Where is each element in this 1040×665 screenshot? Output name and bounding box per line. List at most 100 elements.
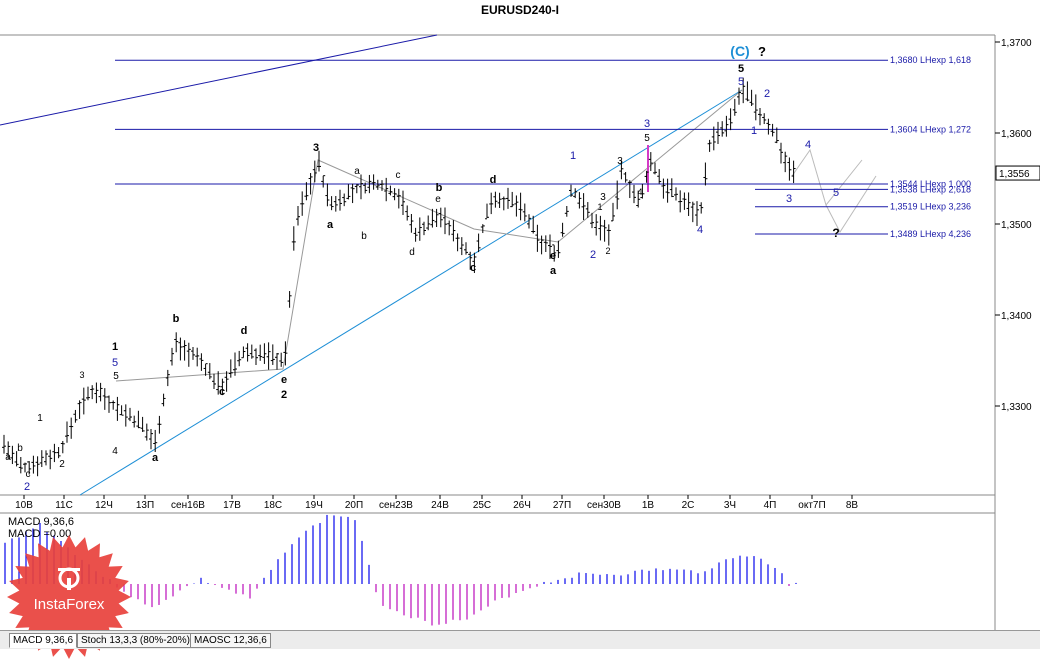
price-bar — [611, 202, 615, 222]
price-bar — [682, 192, 687, 210]
price-bar — [31, 455, 36, 474]
wave-label: c — [26, 469, 31, 480]
price-bar — [107, 395, 111, 413]
price-bar — [254, 348, 258, 365]
price-bar — [737, 87, 741, 105]
x-tick-label: 4П — [764, 500, 777, 511]
wave-label: c — [470, 262, 476, 274]
price-bar — [585, 202, 590, 218]
price-bar — [275, 352, 279, 370]
tab-stoch[interactable]: Stoch 13,3,3 (80%-20%) — [77, 633, 194, 648]
x-tick-label: 11С — [55, 500, 73, 511]
x-tick-label: 26Ч — [513, 500, 531, 511]
price-bar — [434, 208, 439, 228]
price-bar — [136, 410, 141, 429]
x-tick-label: 27П — [553, 500, 571, 511]
tab-maosc[interactable]: MAOSC 12,36,6 — [190, 633, 271, 648]
price-bar — [371, 174, 376, 190]
price-bar — [606, 224, 611, 246]
price-bar — [317, 150, 321, 172]
price-bar — [480, 224, 485, 234]
price-bar — [779, 142, 783, 164]
indicator-tabs: MACD 9,36,6 Stoch 13,3,3 (80%-20%) MAOSC… — [0, 630, 1040, 649]
price-bar — [707, 139, 712, 152]
price-bar — [380, 180, 384, 191]
price-bar — [732, 98, 737, 116]
price-bar — [661, 178, 666, 199]
wave-label: (C) — [730, 43, 749, 59]
x-tick-label: 2С — [682, 500, 695, 511]
price-bar — [510, 191, 515, 208]
wave-label: a — [550, 265, 557, 277]
wave-label: 5 — [738, 76, 744, 88]
wave-label: 5 — [738, 63, 744, 75]
price-bar — [501, 196, 506, 211]
price-bar — [207, 363, 212, 380]
wave-label: 2 — [590, 249, 596, 261]
wave-label: c — [396, 170, 401, 181]
price-bar — [392, 188, 397, 201]
price-bar — [312, 160, 317, 183]
tab-macd[interactable]: MACD 9,36,6 — [9, 633, 78, 648]
price-bar — [409, 214, 414, 233]
level-label: 1,3538 LHexp 2,618 — [890, 184, 971, 194]
price-bar — [632, 184, 636, 204]
wave-label: 3 — [600, 192, 606, 203]
price-bar — [216, 371, 221, 395]
price-bar — [308, 173, 313, 195]
wave-label: d — [490, 174, 497, 186]
price-bar — [161, 393, 166, 407]
price-bar — [182, 340, 187, 361]
wave-label: e — [281, 374, 287, 386]
price-bar — [438, 207, 443, 228]
price-bar — [657, 169, 662, 184]
price-bar — [766, 118, 771, 135]
price-bar — [81, 387, 86, 415]
wave-label: 1 — [570, 150, 576, 162]
price-bar — [405, 205, 410, 221]
wave-label: d — [409, 247, 415, 258]
price-bar — [636, 190, 641, 208]
price-bar — [417, 217, 422, 241]
price-bar — [270, 344, 275, 365]
y-tick-label: 1,3500 — [1001, 220, 1032, 231]
wave-path — [115, 89, 743, 382]
price-bar — [191, 346, 195, 360]
level-label: 1,3519 LHexp 3,236 — [890, 202, 971, 212]
x-tick-label: окт7П — [798, 500, 825, 511]
wave-label: a — [152, 452, 159, 464]
price-bar — [447, 220, 452, 236]
price-bar — [640, 183, 645, 199]
price-bar — [430, 208, 435, 228]
wave-label: b — [173, 313, 180, 325]
wave-label: 2 — [281, 389, 287, 401]
price-bar — [720, 121, 725, 137]
trend-lines — [0, 34, 877, 496]
price-bar — [426, 215, 431, 231]
wave-label: 4 — [697, 224, 703, 236]
wave-label: 3 — [786, 193, 792, 205]
price-bar — [623, 171, 628, 183]
wave-label: 5 — [833, 187, 839, 199]
wave-label: 1 — [37, 413, 43, 424]
price-bar — [531, 215, 536, 234]
price-bar — [363, 182, 368, 194]
price-bar — [111, 400, 116, 410]
price-bar — [602, 219, 607, 242]
macd-value: MACD =0.00 — [8, 528, 71, 540]
price-bar — [711, 126, 716, 151]
price-bar — [573, 188, 578, 199]
price-bar — [350, 183, 355, 204]
wave-label: b — [361, 231, 367, 242]
price-bar — [86, 386, 90, 401]
price-bar — [35, 456, 40, 477]
price-bar — [762, 113, 767, 125]
price-bar — [203, 363, 208, 376]
price-bar — [669, 178, 674, 198]
instaforex-logo: InstaForex — [6, 534, 132, 660]
x-tick-label: 24В — [431, 500, 449, 511]
wave-label: 2 — [24, 481, 30, 493]
price-bar — [300, 191, 305, 216]
price-bar — [539, 235, 544, 255]
